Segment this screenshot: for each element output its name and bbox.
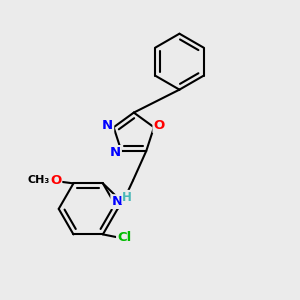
Text: N: N [111,195,122,208]
Text: H: H [122,191,132,204]
Text: CH₃: CH₃ [28,175,50,185]
Text: O: O [153,119,165,132]
Text: N: N [110,146,121,159]
Text: N: N [102,119,113,132]
Text: O: O [50,174,61,187]
Text: Cl: Cl [117,231,131,244]
